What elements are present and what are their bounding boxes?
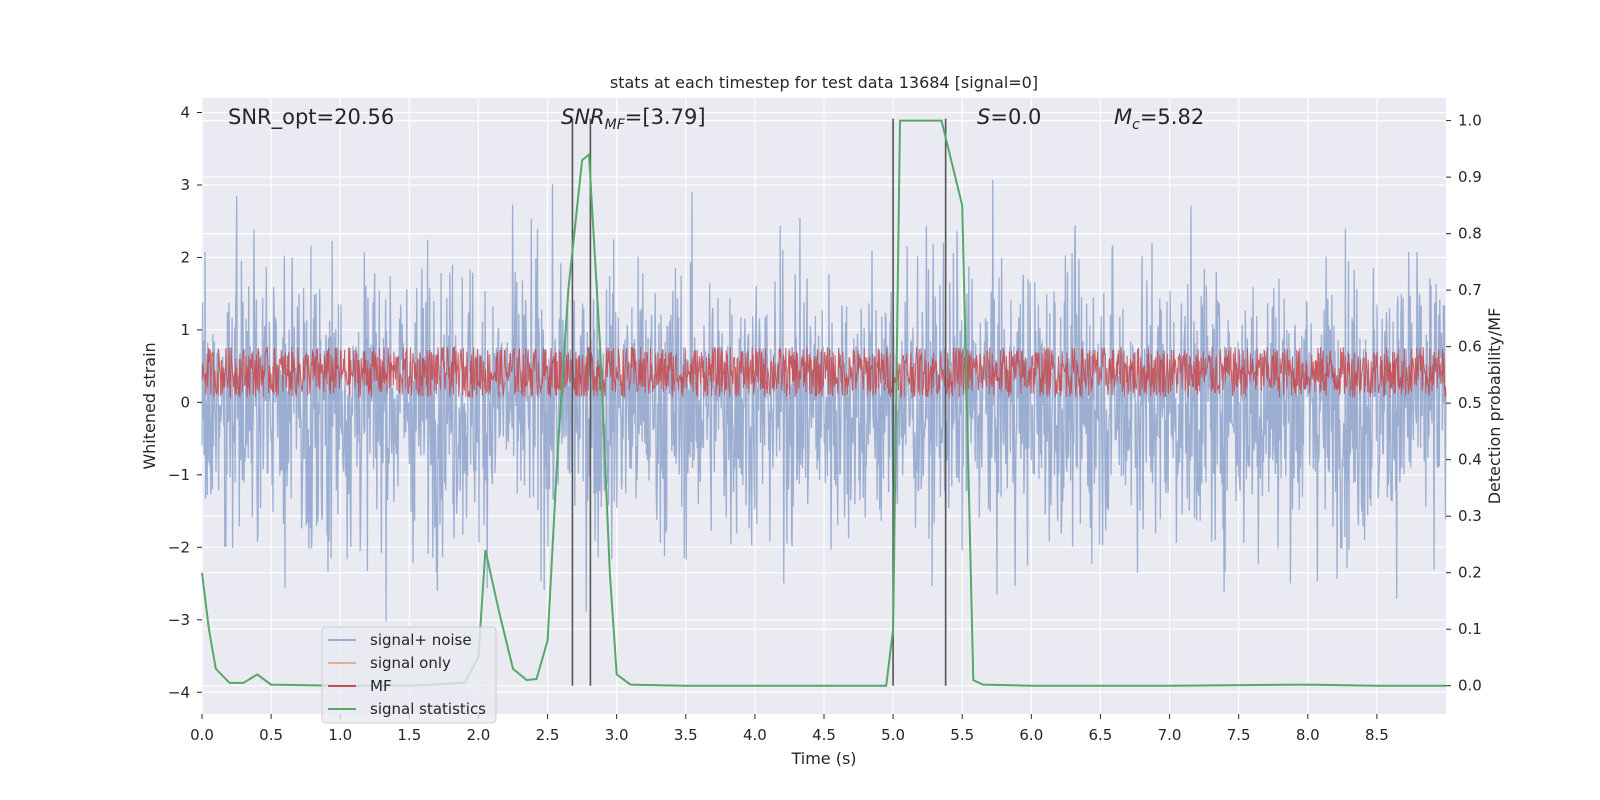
- y-right-tick-label: 0.2: [1458, 564, 1482, 582]
- x-tick-label: 3.0: [605, 726, 629, 744]
- x-tick-label: 1.5: [397, 726, 421, 744]
- annotation-snr-opt: SNR_opt=20.56: [228, 105, 394, 130]
- y-tick-label: −2: [168, 538, 190, 556]
- chart-title: stats at each timestep for test data 136…: [610, 73, 1038, 92]
- legend: signal+ noise signal only MF signal stat…: [321, 626, 497, 724]
- x-tick-label: 6.5: [1089, 726, 1113, 744]
- x-tick-label: 5.5: [950, 726, 974, 744]
- legend-label-signal-only: signal only: [370, 654, 451, 672]
- y-axis-label: Whitened strain: [140, 342, 159, 469]
- legend-label-signal-statistics: signal statistics: [370, 700, 486, 718]
- x-tick-label: 0.5: [259, 726, 283, 744]
- annotation-snr-mf-sub: MF: [605, 117, 626, 133]
- y-right-tick-label: 0.5: [1458, 394, 1482, 412]
- y-right-tick-label: 0.7: [1458, 281, 1482, 299]
- annotation-s-label: S: [977, 105, 990, 129]
- y-tick-label: 0: [180, 393, 190, 411]
- series-mf: [201, 346, 1447, 399]
- vertical-markers: [201, 118, 1446, 687]
- annotation-s: S=0.0: [977, 105, 1041, 129]
- y-tick-label: −1: [168, 466, 190, 484]
- y-right-tick-label: 0.8: [1458, 225, 1482, 243]
- annotation-mc: Mc=5.82: [1114, 105, 1204, 133]
- x-tick-label: 3.5: [674, 726, 698, 744]
- y-right-tick-label: 0.3: [1458, 507, 1482, 525]
- y-right-tick-label: 1.0: [1458, 112, 1482, 130]
- y-tick-label: 2: [180, 248, 190, 266]
- y-tick-label: −3: [168, 611, 190, 629]
- x-tick-label: 5.0: [881, 726, 905, 744]
- legend-label-signal-noise: signal+ noise: [370, 631, 472, 649]
- y-right-tick-label: 0.9: [1458, 168, 1482, 186]
- annotation-mc-base: M: [1114, 105, 1132, 129]
- x-tick-label: 8.5: [1365, 726, 1389, 744]
- x-tick-label: 6.0: [1019, 726, 1043, 744]
- y-right-tick-label: 0.4: [1458, 451, 1482, 469]
- legend-label-mf: MF: [370, 677, 392, 695]
- x-tick-label: 4.5: [812, 726, 836, 744]
- annotation-s-rest: =0.0: [990, 105, 1041, 129]
- annotation-mc-rest: =5.82: [1140, 105, 1204, 129]
- y-tick-label: 3: [180, 176, 190, 194]
- y-right-tick-label: 0.6: [1458, 338, 1482, 356]
- annotation-snr-mf-base: SNR: [561, 105, 605, 129]
- x-tick-label: 2.5: [536, 726, 560, 744]
- annotation-snr-mf-rest: =[3.79]: [625, 105, 706, 129]
- x-tick-label: 7.0: [1158, 726, 1182, 744]
- y-tick-label: −4: [168, 683, 190, 701]
- series-signal-statistics: [201, 119, 1446, 687]
- y-axis-label-right: Detection probability/MF: [1485, 308, 1504, 505]
- x-tick-label: 8.0: [1296, 726, 1320, 744]
- x-tick-label: 0.0: [190, 726, 214, 744]
- annotation-snr-mf: SNRMF=[3.79]: [561, 105, 706, 133]
- series-signal-noise: [201, 179, 1447, 622]
- series-layer: [201, 179, 1447, 622]
- y-tick-label: 1: [180, 321, 190, 339]
- x-axis-label: Time (s): [790, 749, 856, 768]
- x-tick-label: 7.5: [1227, 726, 1251, 744]
- y-right-tick-label: 0.1: [1458, 620, 1482, 638]
- y-tick-label: 4: [180, 103, 190, 121]
- x-tick-label: 4.0: [743, 726, 767, 744]
- ticks: 0.0 0.5 1.0 1.5 2.0 2.5 3.0 3.5 4.0 4.5 5.0 5.5 6.0 6…: [168, 103, 1482, 744]
- x-tick-label: 2.0: [467, 726, 491, 744]
- legend-box: [321, 626, 497, 724]
- annotation-mc-sub: c: [1132, 117, 1140, 133]
- x-tick-label: 1.0: [328, 726, 352, 744]
- y-right-tick-label: 0.0: [1458, 677, 1482, 695]
